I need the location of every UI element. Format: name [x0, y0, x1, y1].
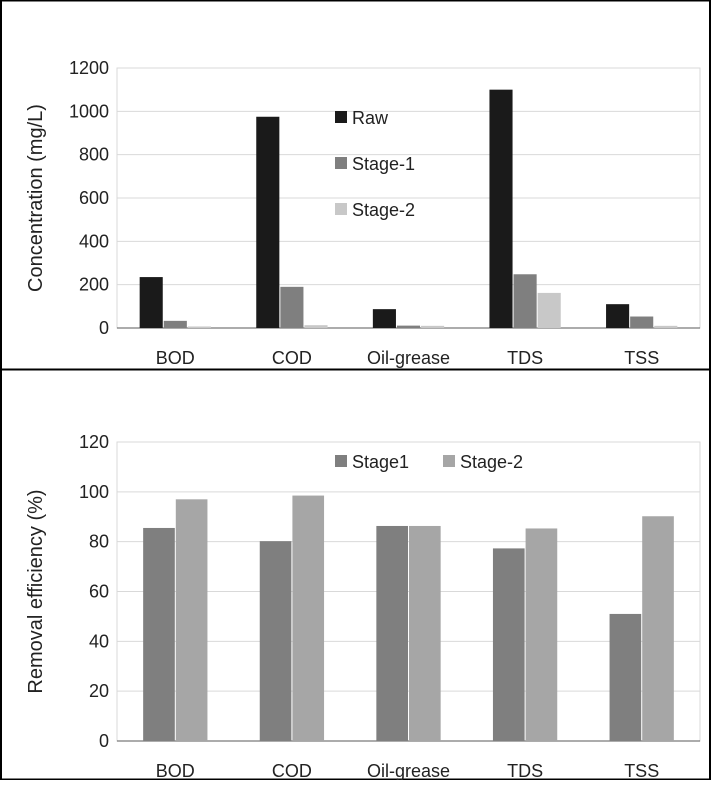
y-tick-label: 1000 — [69, 101, 109, 121]
bar-oil-grease-stage-2 — [421, 325, 445, 328]
x-tick-label: TDS — [507, 761, 543, 780]
x-tick-label: TDS — [507, 348, 543, 368]
y-tick-label: 60 — [89, 582, 109, 602]
bar-tds-raw — [489, 89, 513, 329]
y-tick-label: 1200 — [69, 58, 109, 78]
bar-oil-grease-stage-2 — [409, 525, 441, 741]
bar-bod-stage-2 — [187, 326, 211, 328]
bar-tds-stage-1 — [513, 274, 537, 328]
legend-swatch — [335, 203, 347, 215]
x-tick-label: COD — [272, 761, 312, 780]
y-tick-label: 120 — [79, 432, 109, 452]
bar-bod-raw — [139, 277, 163, 328]
panel-bottom-frame — [0, 368, 711, 781]
legend-label: Raw — [352, 108, 389, 128]
bar-tss-stage-2 — [654, 325, 678, 328]
legend-label: Stage-2 — [352, 200, 415, 220]
y-tick-label: 400 — [79, 231, 109, 251]
bar-tds-stage-2 — [525, 528, 558, 741]
bar-bod-stage-1 — [163, 320, 187, 328]
bar-cod-stage1 — [259, 541, 292, 741]
bar-cod-stage-2 — [292, 495, 325, 741]
legend-label: Stage1 — [352, 452, 409, 472]
x-tick-label: TSS — [624, 761, 659, 780]
bar-bod-stage1 — [143, 527, 175, 741]
y-tick-label: 80 — [89, 532, 109, 552]
x-tick-label: BOD — [156, 348, 195, 368]
chart-concentration: 0 200 400 600 800 1000 1200 Concentration (mg/L… — [25, 58, 701, 368]
x-tick-label: Oil-grease — [367, 348, 450, 368]
bar-oil-grease-stage-1 — [396, 325, 421, 328]
bar-tss-raw — [606, 304, 630, 328]
y-tick-label: 100 — [79, 482, 109, 502]
y-axis-label: Removal efficiency (%) — [25, 489, 47, 693]
bar-oil-grease-stage1 — [376, 525, 408, 741]
x-tick-label: BOD — [156, 761, 195, 780]
bar-tds-stage1 — [492, 548, 525, 741]
x-tick-label: COD — [272, 348, 312, 368]
y-tick-label: 40 — [89, 631, 109, 651]
y-tick-label: 0 — [99, 731, 109, 751]
bar-cod-stage-1 — [280, 286, 304, 328]
legend-swatch — [335, 111, 347, 123]
chart-removal-efficiency: 0 20 40 60 80 100 120 Removal efficiency (%) BOD… — [25, 432, 701, 781]
bar-bod-stage-2 — [175, 499, 208, 741]
y-tick-label: 800 — [79, 145, 109, 165]
bar-tss-stage-1 — [630, 316, 654, 328]
bar-tds-stage-2 — [537, 292, 561, 328]
y-tick-label: 200 — [79, 275, 109, 295]
legend-swatch — [443, 455, 455, 467]
bar-oil-grease-raw — [372, 309, 396, 328]
legend-label: Stage-1 — [352, 154, 415, 174]
legend-swatch — [335, 157, 347, 169]
panel-top-frame — [0, 0, 711, 371]
x-tick-label: TSS — [624, 348, 659, 368]
legend-label: Stage-2 — [460, 452, 523, 472]
legend-swatch — [335, 455, 347, 467]
y-axis-label: Concentration (mg/L) — [25, 104, 47, 292]
y-tick-label: 600 — [79, 188, 109, 208]
x-tick-label: Oil-grease — [367, 761, 450, 780]
bar-cod-raw — [256, 116, 280, 328]
y-tick-label: 0 — [99, 318, 109, 338]
bar-cod-stage-2 — [304, 325, 328, 328]
bar-tss-stage-2 — [642, 516, 674, 741]
bar-tss-stage1 — [609, 613, 642, 741]
y-tick-label: 20 — [89, 681, 109, 701]
